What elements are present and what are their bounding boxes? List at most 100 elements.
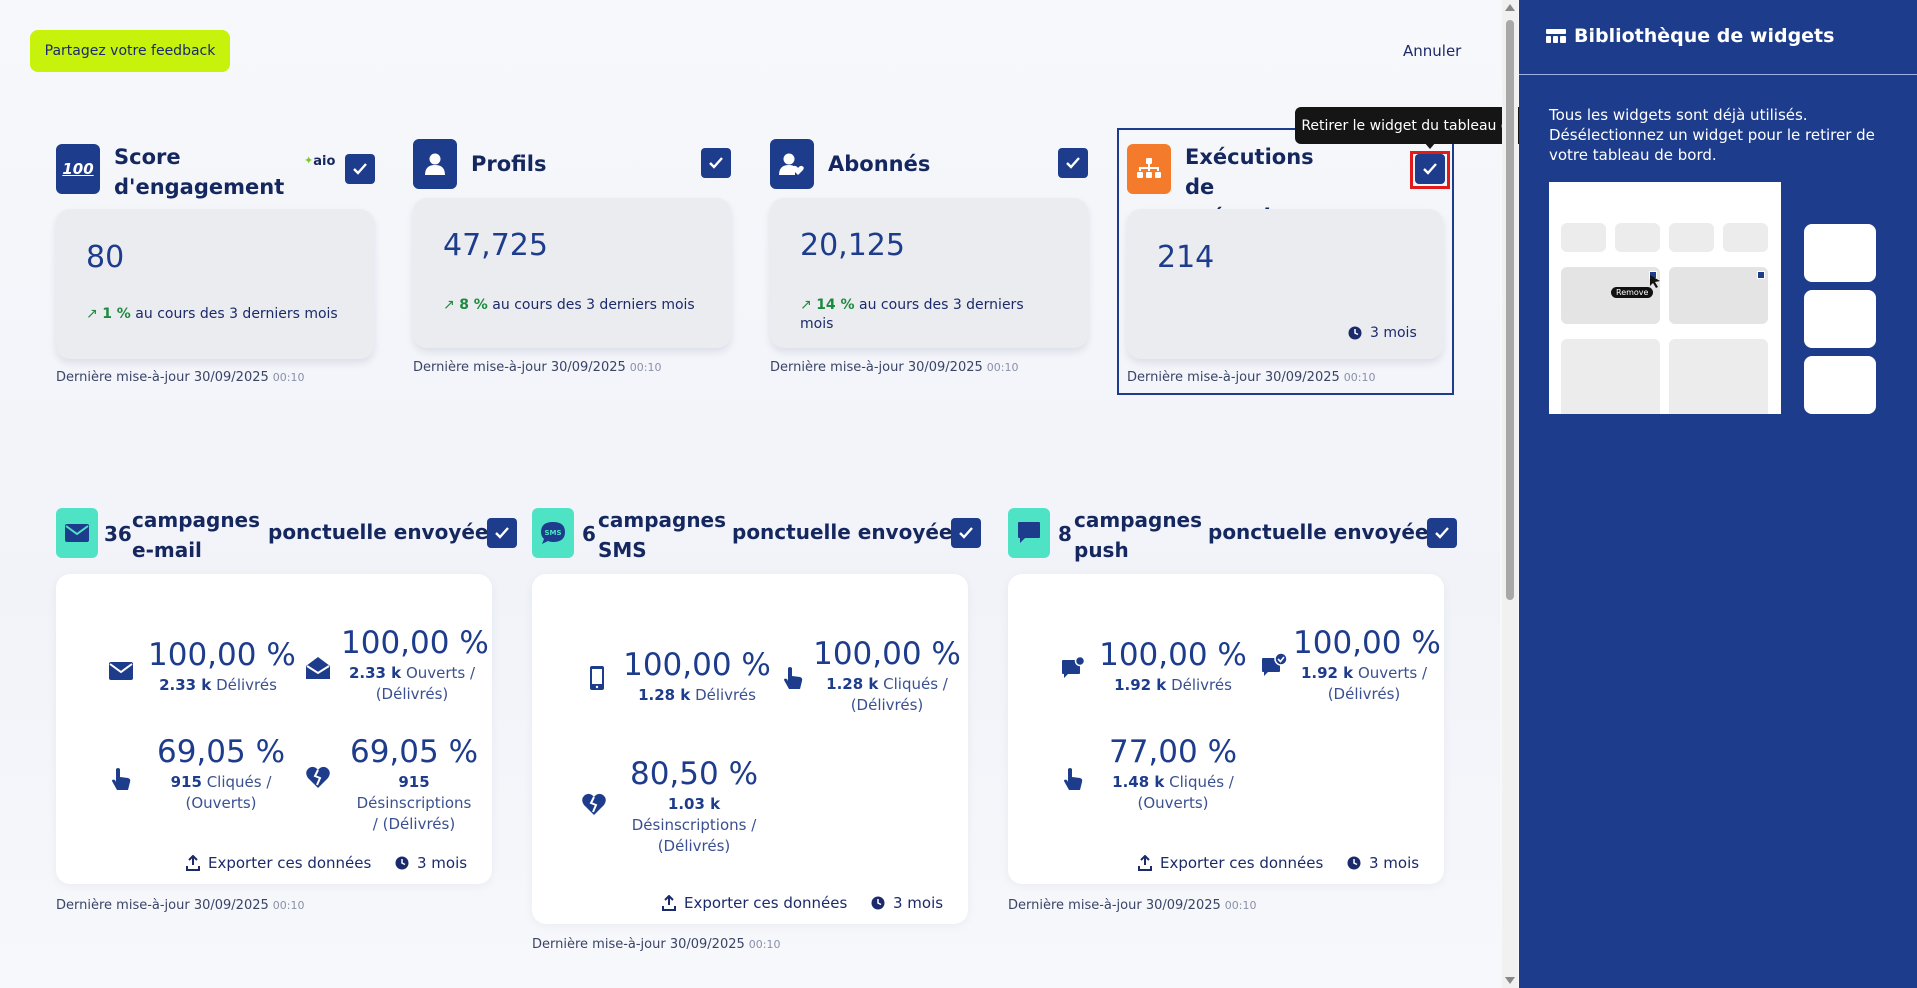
period-selector[interactable]: 3 mois xyxy=(1348,325,1417,341)
last-update: Dernière mise-à-jour 30/09/2025 00:10 xyxy=(413,360,662,375)
metric: 77,00 % 1.48 k Cliqués / (Ouverts) xyxy=(1108,734,1238,812)
campaign-count: 36 xyxy=(104,522,132,546)
pointer-icon xyxy=(112,768,131,790)
kpi-trend: ↗ 14 % au cours des 3 derniers mois xyxy=(800,297,1024,332)
period-selector[interactable]: 3 mois xyxy=(395,854,467,872)
pointer-icon xyxy=(784,667,803,689)
widget-preview-illustration: Remove xyxy=(1549,182,1781,414)
kpi-card: 214 3 mois xyxy=(1127,209,1443,359)
kpi-title: Abonnés xyxy=(828,152,931,176)
kpi-title: Profils xyxy=(471,152,547,176)
campaign-count: 6 xyxy=(582,522,596,546)
aio-badge: ✦aio xyxy=(304,154,336,169)
upload-icon xyxy=(186,855,200,871)
widget-checkbox[interactable] xyxy=(345,154,375,184)
kpi-card: 47,725 ↗ 8 % au cours des 3 derniers moi… xyxy=(413,198,731,348)
kpi-trend: ↗ 1 % au cours des 3 derniers mois xyxy=(86,306,338,322)
kpi-card: 80 ↗ 1 % au cours des 3 derniers mois xyxy=(56,209,374,359)
last-update: Dernière mise-à-jour 30/09/2025 00:10 xyxy=(56,370,305,385)
panel-description: Tous les widgets sont déjà utilisés. Dés… xyxy=(1549,106,1875,164)
upload-icon xyxy=(1138,855,1152,871)
campaign-name: campagnes SMS xyxy=(598,508,727,562)
widget-checkbox[interactable] xyxy=(1058,148,1088,178)
period-selector[interactable]: 3 mois xyxy=(1347,854,1419,872)
kpi-value: 20,125 xyxy=(800,228,905,263)
scroll-thumb[interactable] xyxy=(1506,20,1514,600)
metric: 69,05 % 915 Cliqués / (Ouverts) xyxy=(156,734,286,812)
widget-checkbox[interactable] xyxy=(487,518,517,548)
metric: 100,00 % 1.28 k Cliqués / (Délivrés) xyxy=(813,636,961,714)
metric: 80,50 % 1.03 k Désinscriptions / (Délivrés… xyxy=(629,756,759,855)
metric: 100,00 % 2.33 k Délivrés xyxy=(148,637,296,694)
push-message-icon xyxy=(1008,508,1050,558)
broken-heart-icon xyxy=(306,766,330,788)
envelope-icon xyxy=(109,662,133,680)
push-check-icon xyxy=(1262,652,1288,676)
dashboard-main: Partagez votre feedback Annuler 100 Scor… xyxy=(0,0,1561,988)
kpi-card: 20,125 ↗ 14 % au cours des 3 derniers mo… xyxy=(770,198,1088,348)
user-icon xyxy=(413,139,457,189)
last-update: Dernière mise-à-jour 30/09/2025 00:10 xyxy=(1008,898,1257,913)
widget-checkbox[interactable] xyxy=(701,148,731,178)
kpi-value: 214 xyxy=(1157,240,1215,275)
trend-up-icon: ↗ xyxy=(443,297,455,313)
period-selector[interactable]: 3 mois xyxy=(871,894,943,912)
export-data-button[interactable]: Exporter ces données xyxy=(1138,854,1323,872)
campaign-name: campagnes e-mail xyxy=(132,508,261,562)
sms-icon: SMS xyxy=(532,508,574,558)
campaign-count: 8 xyxy=(1058,522,1072,546)
export-data-button[interactable]: Exporter ces données xyxy=(186,854,371,872)
metric: 100,00 % 1.92 k Délivrés xyxy=(1099,637,1247,694)
scroll-down-arrow-icon[interactable] xyxy=(1505,977,1515,984)
envelope-open-icon xyxy=(306,657,330,679)
widget-tile[interactable] xyxy=(1804,356,1876,414)
clock-icon xyxy=(1348,326,1362,340)
trend-up-icon: ↗ xyxy=(86,306,98,322)
preview-remove-tooltip: Remove xyxy=(1611,287,1654,298)
push-icon xyxy=(1062,656,1086,678)
campaign-card: 100,00 % 2.33 k Délivrés 100,00 % 2.33 k… xyxy=(56,574,492,884)
kpi-title: Score d'engagement xyxy=(114,145,285,199)
mobile-icon xyxy=(590,666,604,690)
metric: 69,05 % 915 Désinscriptions / (Délivrés) xyxy=(349,734,479,833)
kpi-trend: ↗ 8 % au cours des 3 derniers mois xyxy=(443,297,695,313)
panel-title: Bibliothèque de widgets xyxy=(1546,25,1834,47)
feedback-button[interactable]: Partagez votre feedback xyxy=(30,30,230,72)
widget-checkbox[interactable] xyxy=(1427,518,1457,548)
scroll-up-arrow-icon[interactable] xyxy=(1505,4,1515,11)
widget-library-panel: Bibliothèque de widgets Tous les widgets… xyxy=(1519,0,1917,988)
metric: 100,00 % 2.33 k Ouverts / (Délivrés) xyxy=(341,625,489,703)
kpi-value: 80 xyxy=(86,240,125,275)
clock-icon xyxy=(395,856,409,870)
kpi-value: 47,725 xyxy=(443,228,548,263)
scenario-tree-icon xyxy=(1127,144,1171,194)
upload-icon xyxy=(662,895,676,911)
score-100-icon: 100 xyxy=(56,144,100,194)
campaign-card: 100,00 % 1.28 k Délivrés 100,00 % 1.28 k… xyxy=(532,574,968,924)
vertical-scrollbar[interactable] xyxy=(1502,0,1518,988)
last-update: Dernière mise-à-jour 30/09/2025 00:10 xyxy=(1127,370,1376,385)
broken-heart-icon xyxy=(582,793,606,815)
widget-tile[interactable] xyxy=(1804,290,1876,348)
export-data-button[interactable]: Exporter ces données xyxy=(662,894,847,912)
metric: 100,00 % 1.92 k Ouverts / (Délivrés) xyxy=(1293,625,1441,703)
envelope-icon xyxy=(56,508,98,558)
campaign-subtitle: ponctuelle envoyées xyxy=(268,520,501,544)
cancel-link[interactable]: Annuler xyxy=(1403,42,1462,60)
svg-text:SMS: SMS xyxy=(544,529,561,537)
campaign-card: 100,00 % 1.92 k Délivrés 100,00 % 1.92 k… xyxy=(1008,574,1444,884)
panel-divider xyxy=(1519,74,1917,75)
cursor-icon xyxy=(1650,275,1660,288)
last-update: Dernière mise-à-jour 30/09/2025 00:10 xyxy=(770,360,1019,375)
checkbox-highlight xyxy=(1410,151,1450,189)
metric: 100,00 % 1.28 k Délivrés xyxy=(623,647,771,704)
pointer-icon xyxy=(1064,768,1083,790)
widget-checkbox[interactable] xyxy=(951,518,981,548)
trend-up-icon: ↗ xyxy=(800,297,812,313)
widget-tile[interactable] xyxy=(1804,224,1876,282)
last-update: Dernière mise-à-jour 30/09/2025 00:10 xyxy=(532,937,781,952)
widget-library-icon xyxy=(1546,29,1566,43)
campaign-subtitle: ponctuelle envoyées xyxy=(1208,520,1441,544)
widget-checkbox[interactable] xyxy=(1415,154,1445,184)
last-update: Dernière mise-à-jour 30/09/2025 00:10 xyxy=(56,898,305,913)
